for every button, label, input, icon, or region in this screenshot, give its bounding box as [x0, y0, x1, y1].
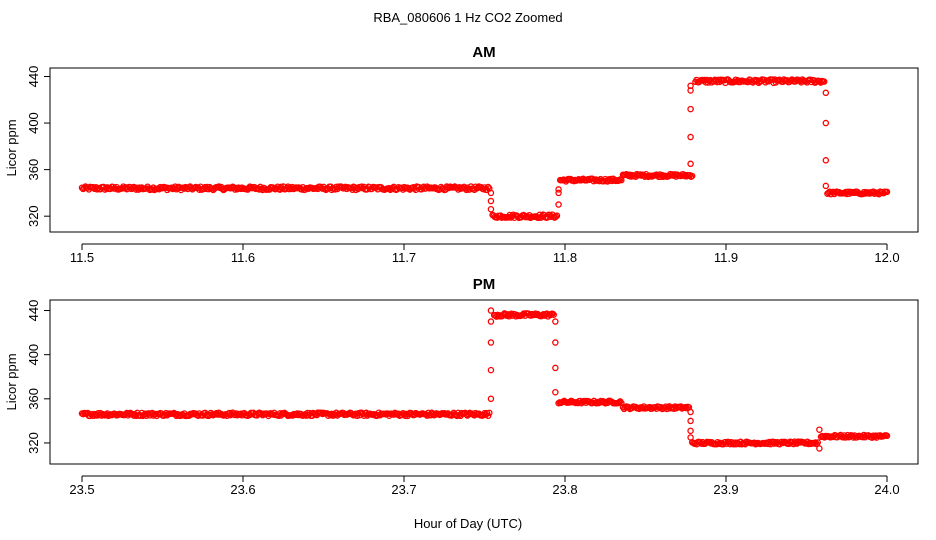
pm-data-point — [682, 403, 689, 411]
am-y-tick-label: 360 — [26, 159, 41, 181]
am-x-tick-label: 11.5 — [70, 250, 94, 265]
am-data-point — [688, 172, 696, 180]
pm-panel: PM Licor ppm 23.5 23.6 23.7 23.8 23.9 24.0 32… — [4, 276, 919, 497]
pm-transition-point — [687, 434, 694, 441]
am-transition-point — [687, 133, 694, 141]
pm-transition-point — [687, 417, 694, 425]
pm-panel-title: PM — [473, 276, 496, 293]
pm-x-ticks: 23.5 23.6 23.7 23.8 23.9 24.0 — [69, 475, 900, 497]
pm-transition-point — [552, 318, 559, 325]
pm-y-ticks: 320 360 400 440 — [26, 300, 51, 454]
pm-data-point — [883, 432, 891, 440]
am-x-tick-label: 11.9 — [714, 250, 738, 265]
pm-data-point — [814, 439, 822, 446]
am-data-point — [553, 212, 561, 219]
am-data-point — [820, 78, 828, 85]
am-panel: AM Licor ppm 11.5 11.6 11.7 11.8 11.9 12.0 32… — [4, 44, 919, 265]
pm-transition-point — [552, 388, 559, 396]
pm-transition-point — [487, 318, 495, 325]
am-data-point — [552, 213, 560, 220]
am-points — [78, 76, 891, 222]
pm-transition-point — [687, 427, 694, 435]
pm-transition-point — [487, 366, 495, 374]
am-transition-point — [822, 89, 830, 97]
pm-points — [78, 307, 891, 452]
pm-data-point — [549, 310, 556, 317]
pm-transition-point — [552, 339, 559, 346]
am-y-tick-label: 400 — [26, 112, 41, 134]
am-transition-point — [822, 119, 830, 127]
pm-x-tick-label: 23.7 — [391, 482, 416, 497]
am-panel-title: AM — [472, 44, 495, 61]
am-y-tick-label: 440 — [26, 66, 41, 88]
am-transition-point — [687, 160, 694, 168]
pm-transition-point — [687, 408, 694, 416]
pm-transition-point — [552, 364, 559, 372]
pm-transition-point — [816, 445, 823, 452]
am-x-tick-label: 11.6 — [231, 250, 255, 265]
am-transition-point — [555, 189, 562, 197]
am-transition-point — [487, 189, 495, 197]
pm-x-tick-label: 23.9 — [713, 482, 738, 497]
x-axis-label: Hour of Day (UTC) — [414, 516, 522, 531]
pm-data-point — [486, 409, 493, 417]
am-x-tick-label: 11.8 — [553, 250, 577, 265]
am-transition-point — [555, 186, 562, 193]
pm-transition-point — [487, 339, 495, 346]
pm-y-tick-label: 320 — [26, 432, 41, 454]
figure-title: RBA_080606 1 Hz CO2 Zoomed — [373, 10, 562, 25]
pm-y-tick-label: 400 — [26, 344, 41, 366]
am-transition-point — [822, 157, 830, 164]
pm-transition-point — [487, 307, 495, 314]
am-y-ticks: 320 360 400 440 — [26, 66, 51, 227]
pm-x-tick-label: 23.8 — [552, 482, 577, 497]
am-transition-point — [687, 82, 694, 90]
am-plot-frame — [49, 67, 919, 233]
pm-y-tick-label: 440 — [26, 300, 41, 322]
am-data-point — [535, 214, 542, 222]
am-transition-point — [487, 205, 495, 213]
am-data-point — [883, 188, 891, 196]
am-transition-point — [487, 197, 495, 205]
pm-x-tick-label: 24.0 — [874, 482, 899, 497]
am-data-point — [615, 177, 623, 184]
pm-data-point — [550, 311, 557, 319]
am-transition-point — [555, 201, 562, 208]
pm-x-tick-label: 23.6 — [230, 482, 255, 497]
pm-data-point — [484, 412, 492, 420]
pm-plot-frame — [49, 299, 919, 465]
pm-y-tick-label: 360 — [26, 388, 41, 410]
pm-transition-point — [487, 395, 495, 403]
am-transition-point — [687, 105, 694, 113]
pm-transition-point — [816, 426, 823, 433]
am-x-tick-label: 12.0 — [874, 250, 899, 265]
pm-x-tick-label: 23.5 — [69, 482, 94, 497]
am-y-tick-label: 320 — [26, 205, 41, 227]
am-y-axis-label: Licor ppm — [4, 119, 19, 176]
am-x-ticks: 11.5 11.6 11.7 11.8 11.9 12.0 — [70, 243, 900, 265]
am-x-tick-label: 11.7 — [392, 250, 416, 265]
pm-y-axis-label: Licor ppm — [4, 353, 19, 410]
am-transition-point — [822, 182, 830, 190]
